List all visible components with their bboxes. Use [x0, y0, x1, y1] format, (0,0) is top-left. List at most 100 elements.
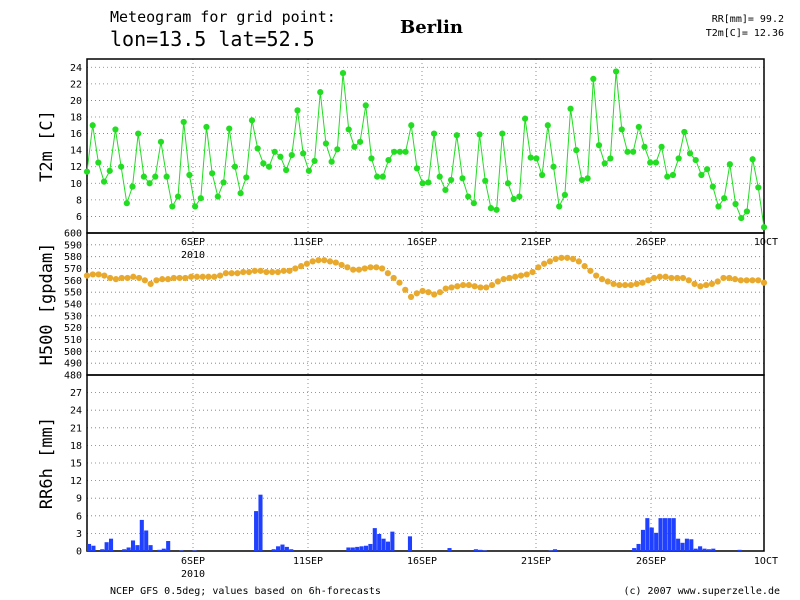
- precipitation-y-label: RR6h [mm]: [37, 417, 57, 509]
- temperature-point: [595, 142, 603, 149]
- precipitation-bar: [676, 538, 681, 551]
- geopotential-point: [685, 277, 692, 284]
- temperature-point: [140, 173, 147, 180]
- temperature-point: [539, 171, 546, 179]
- temperature-point: [356, 138, 364, 145]
- temperature-point: [112, 126, 119, 133]
- geopotential-point: [650, 274, 658, 282]
- temperature-point: [169, 203, 176, 210]
- geopotential-point: [668, 274, 675, 282]
- temperature-point: [635, 123, 642, 131]
- temperature-point: [681, 128, 688, 136]
- temperature-point: [436, 173, 443, 180]
- precipitation-bar: [254, 511, 259, 551]
- precipitation-bar: [157, 549, 162, 551]
- geopotential-point: [326, 258, 334, 265]
- x-tick-label: 6SEP: [181, 237, 205, 248]
- precipitation-bar: [104, 542, 109, 551]
- geopotential-point: [107, 274, 114, 282]
- precipitation-bar: [632, 548, 637, 551]
- temperature-point: [544, 122, 551, 129]
- geopotential-y-tick: 540: [64, 300, 82, 311]
- temperature-y-tick: 24: [70, 63, 82, 74]
- geopotential-point: [274, 268, 282, 276]
- temperature-point: [510, 195, 517, 203]
- precipitation-bar: [135, 545, 140, 551]
- temperature-point: [578, 176, 586, 184]
- precipitation-y-tick: 27: [70, 388, 82, 399]
- geopotential-point: [402, 286, 409, 293]
- temperature-point: [163, 173, 170, 180]
- geopotential-point: [269, 268, 276, 276]
- temperature-point: [362, 102, 369, 109]
- geopotential-point: [448, 284, 455, 291]
- temperature-point: [459, 175, 466, 182]
- precipitation-bar: [258, 494, 263, 551]
- precipitation-bar: [284, 546, 289, 551]
- temperature-point: [300, 150, 307, 157]
- panels: 6 8 10 12 14 16 18 20 22 24 T2m [C] 480490500510520…: [37, 58, 778, 580]
- precipitation-bar: [390, 531, 395, 551]
- geopotential-point: [488, 281, 496, 289]
- geopotential-point: [460, 281, 467, 289]
- x-tick-label: 1OCT: [754, 237, 778, 248]
- geopotential-point: [89, 271, 96, 278]
- geopotential-point: [616, 281, 623, 289]
- temperature-point: [248, 117, 256, 124]
- geopotential-point: [633, 280, 640, 287]
- geopotential-point: [674, 274, 681, 282]
- temperature-point: [504, 180, 512, 187]
- temperature-point: [493, 206, 500, 213]
- precipitation-y-tick: 3: [76, 529, 82, 540]
- temperature-point: [521, 115, 529, 122]
- precipitation-bar: [87, 543, 92, 551]
- geopotential-y-tick: 600: [64, 229, 82, 240]
- precipitation-bar: [122, 549, 127, 551]
- precipitation-y-tick: 21: [70, 423, 82, 434]
- precipitation-bar: [447, 548, 452, 551]
- geopotential-y-tick: 580: [64, 252, 82, 263]
- geopotential-point: [639, 279, 646, 286]
- geopotential-point: [280, 267, 287, 274]
- precipitation-bar: [126, 547, 131, 551]
- geopotential-point: [442, 285, 449, 292]
- precipitation-bar: [276, 546, 281, 551]
- precipitation-bar: [161, 548, 166, 551]
- geopotential-point: [332, 259, 339, 266]
- temperature-point: [686, 150, 694, 157]
- geopotential-point: [703, 281, 710, 289]
- temperature-point: [465, 193, 472, 200]
- geopotential-point: [228, 270, 235, 277]
- rr-total: RR[mm]= 99.2: [712, 14, 784, 25]
- geopotential-point: [234, 270, 241, 277]
- temperature-point: [106, 167, 113, 174]
- precipitation-bar: [271, 549, 276, 551]
- precipitation-bar: [645, 518, 650, 551]
- geopotential-point: [575, 258, 582, 265]
- temperature-point: [317, 89, 324, 96]
- temperature-point: [396, 148, 403, 155]
- temperature-point: [402, 148, 409, 155]
- temperature-point: [260, 160, 267, 167]
- temperature-point: [379, 173, 386, 180]
- temperature-point: [351, 143, 358, 150]
- geopotential-point: [517, 272, 525, 279]
- geopotential-point: [645, 277, 652, 284]
- geopotential-point: [627, 281, 635, 289]
- precipitation-y-tick: 12: [70, 476, 82, 487]
- geopotential-point: [483, 284, 490, 291]
- geopotential-point: [593, 272, 600, 279]
- geopotential-point: [251, 267, 258, 274]
- geopotential-point: [726, 274, 733, 282]
- geopotential-point: [245, 268, 253, 276]
- temperature-point: [453, 132, 460, 139]
- temperature-point: [487, 205, 495, 212]
- temperature-point: [174, 193, 182, 200]
- temperature-point: [550, 163, 557, 170]
- temperature-point: [231, 163, 239, 170]
- precipitation-bar: [192, 550, 197, 551]
- temperature-y-tick: 16: [70, 129, 82, 140]
- temperature-point: [254, 145, 261, 152]
- geopotential-point: [118, 274, 125, 282]
